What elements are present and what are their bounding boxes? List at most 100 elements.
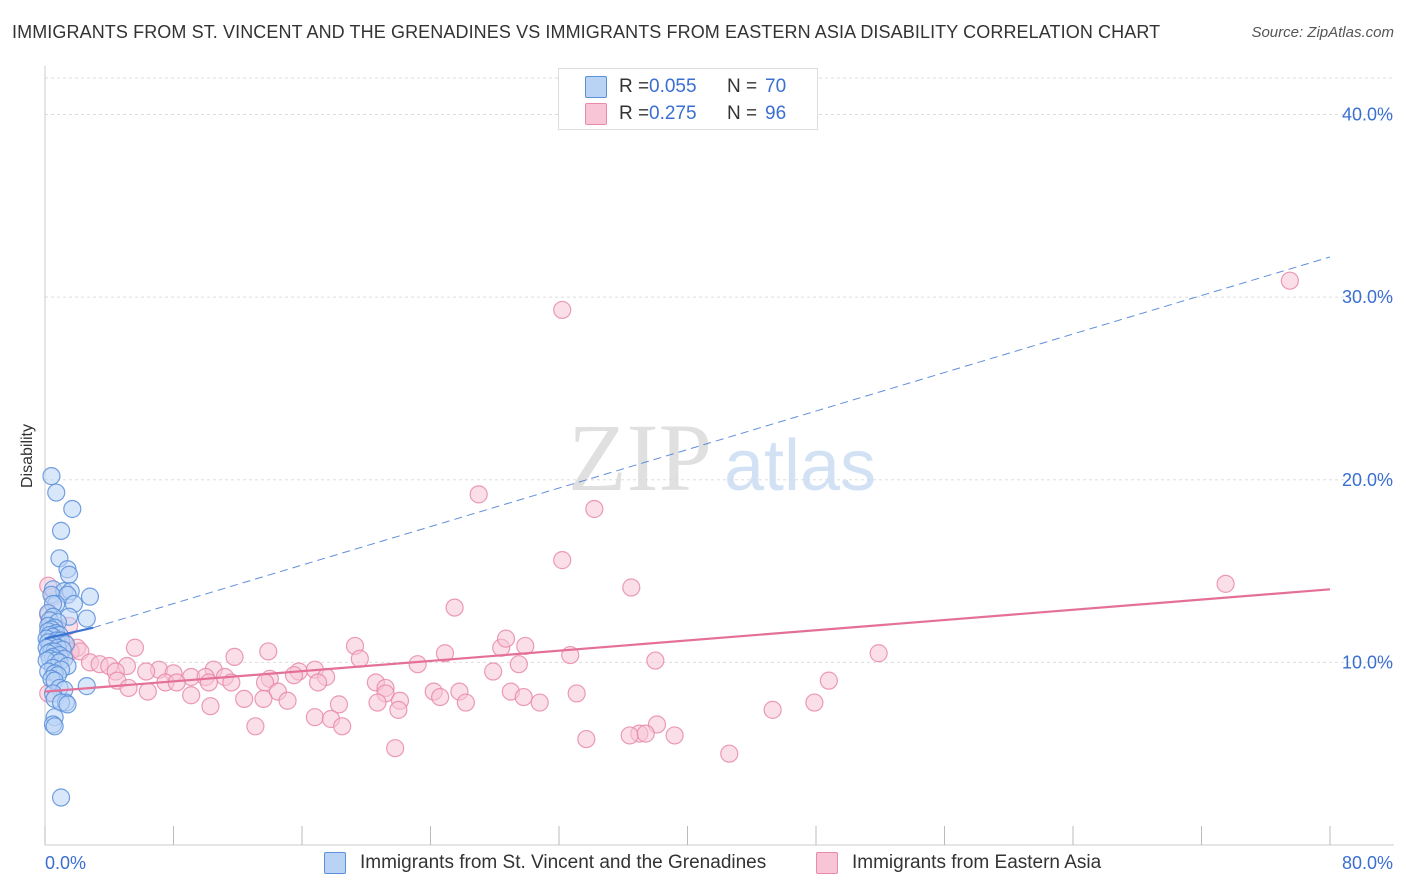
legend-item-eastern-asia: Immigrants from Eastern Asia [816,852,1101,874]
st-vincent-trend-dashed [93,256,1331,629]
watermark: ZIP atlas [568,404,876,511]
eastern-asia-point [585,499,604,519]
gridlines [45,77,1394,663]
series-st-vincent [37,467,100,807]
eastern-asia-point [368,693,387,712]
y-tick-label: 20.0% [1342,470,1393,490]
st-vincent-point [42,467,61,486]
eastern-asia-point [308,673,328,692]
eastern-asia-point [445,598,464,617]
eastern-asia-point [636,724,655,743]
st-vincent-point [51,788,71,807]
legend-r-label: R = [619,76,650,97]
series-eastern-asia [39,271,1299,763]
eastern-asia-point [137,662,156,681]
legend-r-value: 0.275 [649,103,697,124]
y-tick-label: 30.0% [1342,287,1393,307]
eastern-asia-point [819,671,838,690]
eastern-asia-point [1280,271,1299,290]
legend-n-value: 96 [765,103,787,124]
pink-swatch-icon [816,852,838,874]
eastern-asia-point [646,651,665,670]
eastern-asia-point [1216,574,1235,593]
eastern-asia-point [456,693,475,712]
eastern-asia-point [431,687,450,707]
st-vincent-point [58,695,77,714]
legend-item-st-vincent: Immigrants from St. Vincent and the Gren… [324,852,766,874]
legend-r-value: 0.055 [649,76,697,97]
blue-swatch-icon [585,76,607,98]
eastern-asia-point [235,689,254,709]
eastern-asia-point [869,644,888,663]
eastern-asia-point [567,684,586,703]
correlation-legend: R = 0.055 N = 70 R = 0.275 N = 96 [558,68,818,130]
eastern-asia-point [199,673,218,692]
eastern-asia-point [201,697,220,716]
eastern-asia-point [577,729,596,749]
eastern-asia-point [553,300,572,320]
legend-n-label: N = [727,103,758,124]
watermark-zip: ZIP [568,404,712,511]
eastern-asia-point [553,551,572,570]
eastern-asia-point [484,662,503,681]
eastern-asia-point [246,717,265,736]
y-tick-label: 40.0% [1342,105,1393,125]
eastern-asia-point [259,642,278,661]
eastern-asia-point [435,644,455,663]
eastern-asia-point [333,717,352,736]
eastern-asia-point [125,638,145,657]
eastern-asia-point [620,726,639,745]
legend-n-label: N = [727,76,758,97]
eastern-asia-point [254,689,273,709]
eastern-asia-point [182,686,201,705]
eastern-asia-point [284,666,304,685]
series-legend: Immigrants from St. Vincent and the Gren… [0,852,1406,878]
chart-title: IMMIGRANTS FROM ST. VINCENT AND THE GREN… [12,22,1161,42]
eastern-asia-point [514,687,533,707]
eastern-asia-point [119,678,138,698]
legend-row-pink: R = 0.275 N = 96 [585,101,786,127]
legend-n-value: 70 [765,76,787,97]
source-credit: Source: ZipAtlas.com [1251,24,1394,41]
st-vincent-trend-solid [44,626,94,640]
eastern-asia-point [138,682,157,701]
eastern-asia-point [530,693,549,712]
st-vincent-point [77,677,96,696]
legend-row-blue: R = 0.055 N = 70 [585,74,786,100]
eastern-asia-point [222,673,241,692]
eastern-asia-point [665,726,684,745]
eastern-asia-point [622,578,641,597]
st-vincent-point [80,587,100,606]
eastern-asia-point [305,708,324,727]
eastern-asia-point [329,695,349,714]
eastern-asia-point [350,649,369,668]
eastern-asia-point [389,700,408,719]
eastern-asia-point [720,744,739,763]
st-vincent-point [59,565,79,584]
blue-swatch-icon [324,852,346,874]
eastern-asia-point [408,655,427,674]
legend-label-eastern-asia: Immigrants from Eastern Asia [852,852,1102,873]
eastern-asia-point [278,691,297,710]
st-vincent-point [45,717,64,736]
eastern-asia-point [496,629,516,648]
trend-lines [44,256,1331,693]
eastern-asia-point [763,700,782,719]
x-tick-label: 80.0% [1342,853,1393,873]
eastern-asia-point [805,693,824,712]
st-vincent-point [47,483,66,502]
legend-r-label: R = [619,103,650,124]
x-tick-label: 0.0% [45,853,86,873]
pink-swatch-icon [585,103,607,125]
y-tick-label: 10.0% [1342,652,1393,672]
eastern-asia-point [509,655,528,674]
legend-label-st-vincent: Immigrants from St. Vincent and the Gren… [360,852,767,873]
eastern-asia-trend [44,588,1331,693]
eastern-asia-point [386,739,405,758]
axes [44,66,1394,846]
y-axis-label: Disability [19,423,36,489]
tick-labels: 10.0% 20.0% 30.0% 40.0% 0.0% 80.0% [45,105,1393,873]
eastern-asia-point [469,485,488,504]
watermark-atlas: atlas [724,426,876,506]
